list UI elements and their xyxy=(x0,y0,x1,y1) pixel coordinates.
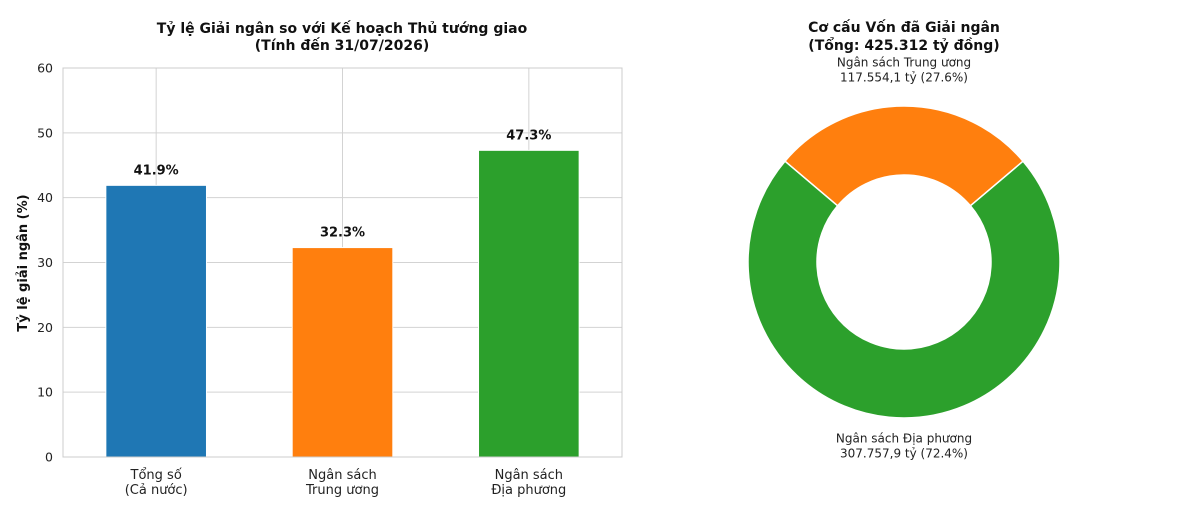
donut-slice-1 xyxy=(783,105,1025,207)
x-category-label: Trung ương xyxy=(305,483,379,498)
y-tick-label: 20 xyxy=(37,320,53,335)
x-category-label: Ngân sách xyxy=(495,468,563,483)
y-tick-label: 10 xyxy=(37,385,53,400)
x-category-label: (Cả nước) xyxy=(125,483,188,498)
donut-chart: Cơ cấu Vốn đã Giải ngân (Tổng: 425.312 t… xyxy=(747,19,1061,461)
bar-data-label: 47.3% xyxy=(506,128,551,143)
donut-slice-label: Ngân sách Địa phương xyxy=(836,431,972,445)
y-tick-label: 50 xyxy=(37,125,53,140)
bar-data-label: 41.9% xyxy=(134,163,179,178)
x-category-label: Ngân sách xyxy=(308,468,376,483)
donut-slice-2 xyxy=(747,160,1061,419)
y-tick-label: 0 xyxy=(45,450,53,465)
bar-2 xyxy=(291,247,394,458)
bar-chart-title-line1: Tỷ lệ Giải ngân so với Kế hoạch Thủ tướn… xyxy=(157,20,528,37)
bar-data-labels: 41.9% 32.3% 47.3% xyxy=(134,128,552,240)
bar-chart-title-line2: (Tính đến 31/07/2026) xyxy=(255,37,429,54)
y-tick-label: 40 xyxy=(37,190,53,205)
bar-plot-frame xyxy=(62,67,623,458)
donut-slice-label: Ngân sách Trung ương xyxy=(837,56,971,70)
donut-title-line2: (Tổng: 425.312 tỷ đồng) xyxy=(808,37,999,54)
bar-y-ticks: 0 10 20 30 40 50 60 xyxy=(37,61,53,465)
y-tick-label: 60 xyxy=(37,61,53,76)
donut-slices xyxy=(747,105,1061,419)
bar-3 xyxy=(478,149,580,458)
x-category-label: Địa phương xyxy=(491,483,566,498)
x-category-label: Tổng số xyxy=(130,468,182,483)
donut-slice-label: 117.554,1 tỷ (27.6%) xyxy=(840,71,968,85)
bar-1 xyxy=(105,184,207,458)
y-tick-label: 30 xyxy=(37,255,53,270)
donut-title-line1: Cơ cấu Vốn đã Giải ngân xyxy=(808,19,1000,36)
bar-chart: Tỷ lệ Giải ngân so với Kế hoạch Thủ tướn… xyxy=(16,20,623,498)
donut-slice-label: 307.757,9 tỷ (72.4%) xyxy=(840,446,968,460)
bar-y-axis-label: Tỷ lệ giải ngân (%) xyxy=(16,194,31,331)
bar-data-label: 32.3% xyxy=(320,226,365,241)
